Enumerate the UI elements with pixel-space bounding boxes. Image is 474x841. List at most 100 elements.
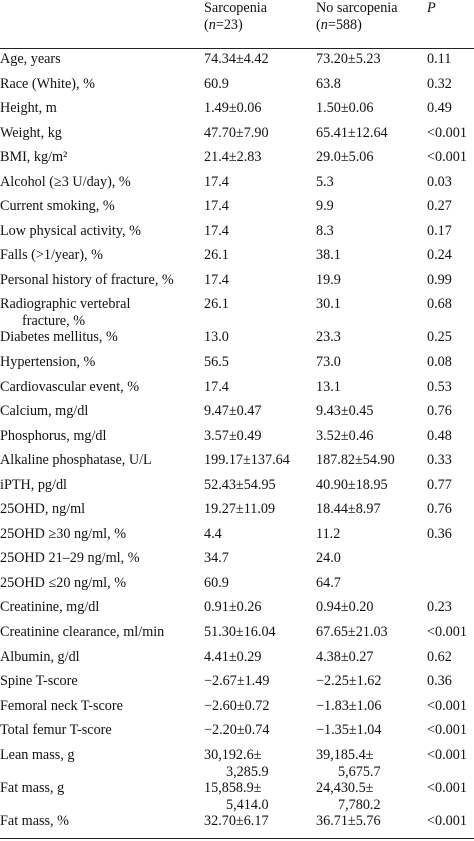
no-sarcopenia-value-text: 67.65±21.03 [316,624,388,641]
no-sarcopenia-value: 24.0 [316,550,426,567]
table-row: Hypertension, % 56.5 73.0 0.08 [0,354,474,379]
row-label: Low physical activity, % [0,223,200,240]
sarcopenia-value-text: 15,858.9± [204,779,262,796]
no-sarcopenia-value: 13.1 [316,379,426,396]
no-sarcopenia-value-text: 9.9 [316,198,334,215]
sarcopenia-value: 21.4±2.83 [204,149,314,166]
sarcopenia-value: 17.4 [204,174,314,191]
row-label: Current smoking, % [0,198,200,215]
row-label: Falls (>1/year), % [0,247,200,264]
row-label-text: Spine T-score [0,673,78,690]
table-row: Current smoking, % 17.4 9.9 0.27 [0,198,474,223]
sarcopenia-value: 74.34±4.42 [204,51,314,68]
sarcopenia-value-text: 0.91±0.26 [204,599,262,616]
sarcopenia-value: −2.67±1.49 [204,673,314,690]
no-sarcopenia-value: −1.35±1.04 [316,722,426,739]
sarcopenia-value-text: 9.47±0.47 [204,403,262,420]
p-value: 0.23 [427,599,452,616]
no-sarcopenia-value: 73.0 [316,354,426,371]
no-sarcopenia-value-text: 187.82±54.90 [316,452,395,469]
table-row: Creatinine clearance, ml/min 51.30±16.04 6… [0,624,474,649]
sarcopenia-value-text: 17.4 [204,222,229,239]
row-label: Alcohol (≥3 U/day), % [0,174,200,191]
sarcopenia-value-text: 51.30±16.04 [204,624,276,641]
no-sarcopenia-value-text: 63.8 [316,75,341,92]
no-sarcopenia-value-text: −1.83±1.06 [316,697,382,714]
no-sarcopenia-value-text: 64.7 [316,574,341,591]
table-row: Diabetes mellitus, % 13.0 23.3 0.25 [0,329,474,354]
p-value: 0.08 [427,354,452,371]
p-value: <0.001 [427,624,467,641]
p-value: <0.001 [427,746,467,763]
no-sarcopenia-value: 65.41±12.64 [316,125,426,142]
no-sarcopenia-value-text: 30.1 [316,296,341,313]
p-value: 0.24 [427,247,452,264]
table-row: Lean mass, g 30,192.6± 3,285.9 39,185.4± 5,6… [0,747,474,780]
table-row: Race (White), % 60.9 63.8 0.32 [0,76,474,101]
p-value: 0.03 [427,173,452,190]
row-label-text: Creatinine clearance, ml/min [0,624,165,641]
table-row: Femoral neck T-score −2.60±0.72 −1.83±1.06… [0,698,474,723]
no-sarcopenia-value: 39,185.4± 5,675.7 [316,747,426,781]
sarcopenia-value: 32.70±6.17 [204,813,314,830]
no-sarcopenia-value: 3.52±0.46 [316,428,426,445]
table-row: Cardiovascular event, % 17.4 13.1 0.53 [0,379,474,404]
sarcopenia-value: 0.91±0.26 [204,599,314,616]
no-sarcopenia-value: 67.65±21.03 [316,624,426,641]
table-row: Personal history of fracture, % 17.4 19.9 0… [0,272,474,297]
row-label-text: Hypertension, % [0,354,96,371]
row-label: Albumin, g/dl [0,649,200,666]
p-value: 0.32 [427,75,452,92]
sarcopenia-value-text: 13.0 [204,329,229,346]
row-label: Creatinine, mg/dl [0,599,200,616]
table-row: 25OHD, ng/ml 19.27±11.09 18.44±8.97 0.76 [0,501,474,526]
table-row: 25OHD ≥30 ng/ml, % 4.4 11.2 0.36 [0,526,474,551]
no-sarcopenia-value-text: 0.94±0.20 [316,599,374,616]
sarcopenia-value: 60.9 [204,575,314,592]
row-label: 25OHD, ng/ml [0,501,200,518]
row-label-text: Personal history of fracture, % [0,271,174,288]
row-label-text: Current smoking, % [0,198,115,215]
sarcopenia-value-text: 3.57±0.49 [204,427,262,444]
row-label-text: 25OHD ≥30 ng/ml, % [0,525,127,542]
sarcopenia-value-text: 26.1 [204,296,229,313]
row-label: Lean mass, g [0,747,200,764]
header-p-value: P [427,0,436,16]
sarcopenia-value: 51.30±16.04 [204,624,314,641]
row-label-text: Low physical activity, % [0,222,141,239]
header-sarcopenia-title: Sarcopenia [204,0,268,16]
no-sarcopenia-value: 19.9 [316,272,426,289]
p-value: 0.77 [427,476,452,493]
no-sarcopenia-value-text: 19.9 [316,271,341,288]
p-value: 0.25 [427,329,452,346]
p-value: <0.001 [427,697,467,714]
sarcopenia-value-text: 26.1 [204,247,229,264]
row-label: 25OHD 21–29 ng/ml, % [0,550,200,567]
no-sarcopenia-value: 187.82±54.90 [316,452,426,469]
row-label: 25OHD ≤20 ng/ml, % [0,575,200,592]
sarcopenia-value: 17.4 [204,379,314,396]
no-sarcopenia-value-text: 18.44±8.97 [316,501,381,518]
no-sarcopenia-value: 63.8 [316,76,426,93]
table-row: Fat mass, % 32.70±6.17 36.71±5.76 <0.001 [0,813,474,838]
sarcopenia-value: 26.1 [204,296,314,313]
table-header: Sarcopenia (n=23) No sarcopenia (n=588) … [0,0,474,48]
no-sarcopenia-value: 64.7 [316,575,426,592]
p-value: 0.53 [427,378,452,395]
table-row: Fat mass, g 15,858.9± 5,414.0 24,430.5± 7,78… [0,780,474,813]
no-sarcopenia-value: −2.25±1.62 [316,673,426,690]
sarcopenia-value: 56.5 [204,354,314,371]
sarcopenia-value: 9.47±0.47 [204,403,314,420]
sarcopenia-value-text: 17.4 [204,173,229,190]
row-label-text: Age, years [0,51,61,67]
no-sarcopenia-value: 18.44±8.97 [316,501,426,518]
sarcopenia-value: 34.7 [204,550,314,567]
no-sarcopenia-value-text: 5.3 [316,173,334,190]
header-sarcopenia: Sarcopenia (n=23) [204,0,268,33]
p-value: <0.001 [427,779,467,796]
sarcopenia-value-text: 17.4 [204,198,229,215]
sarcopenia-value-text: −2.20±0.74 [204,722,270,739]
no-sarcopenia-value: −1.83±1.06 [316,698,426,715]
sarcopenia-value-text: 4.4 [204,525,222,542]
no-sarcopenia-value: 29.0±5.06 [316,149,426,166]
